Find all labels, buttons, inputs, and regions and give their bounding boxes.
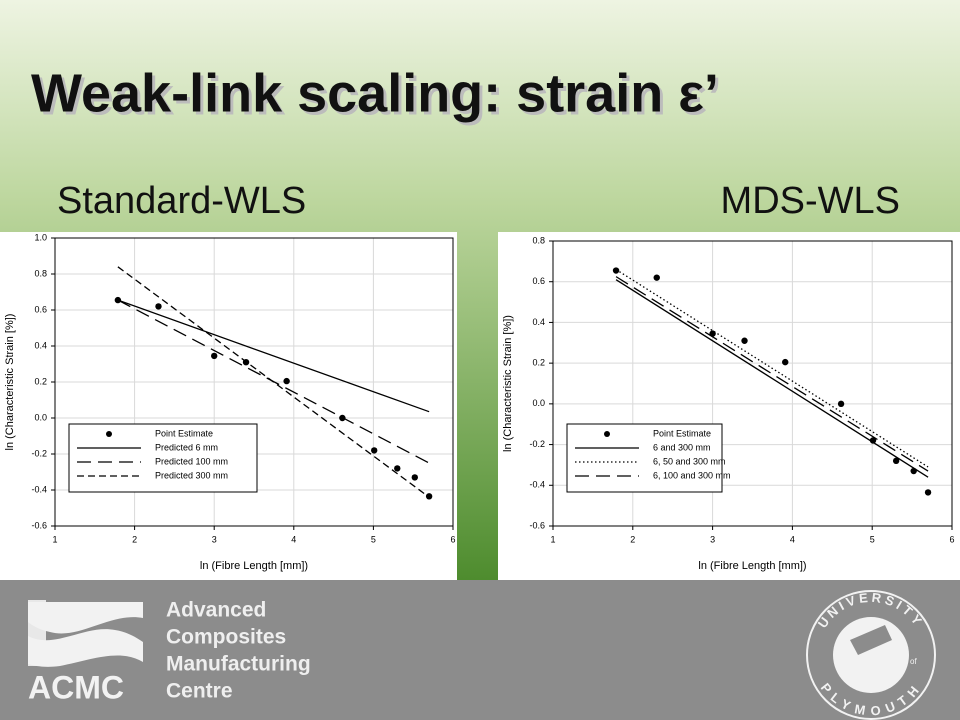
x-tick-label: 1: [550, 534, 555, 544]
y-tick-label: 0.6: [34, 304, 47, 314]
x-tick-label: 6: [949, 534, 954, 544]
subtitle: MDS-WLS: [721, 180, 900, 222]
legend-label: Predicted 100 mm: [155, 456, 228, 466]
x-tick-label: 2: [630, 534, 635, 544]
data-point: [370, 447, 378, 454]
fit-line: [615, 279, 929, 478]
y-tick-label: 0.0: [532, 398, 545, 408]
data-point: [155, 303, 162, 310]
x-axis-label: ln (Fibre Length [mm]): [200, 560, 308, 572]
data-point: [741, 337, 748, 344]
data-point: [394, 465, 401, 472]
y-tick-label: 0.2: [34, 376, 47, 386]
legend-label: Predicted 6 mm: [155, 442, 218, 452]
centre-name: Centre: [166, 680, 233, 703]
y-tick-label: -0.4: [31, 484, 47, 494]
data-point: [612, 267, 620, 274]
data-point: [653, 274, 660, 281]
y-tick-label: 0.4: [34, 340, 47, 350]
data-point: [211, 352, 218, 360]
data-point: [425, 493, 433, 500]
footer-band: [0, 580, 960, 720]
x-tick-label: 5: [371, 534, 376, 544]
fit-line: [117, 266, 430, 498]
legend-symbol: [604, 431, 610, 437]
fit-line: [117, 299, 430, 413]
legend-box: [566, 423, 723, 493]
y-tick-label: -0.4: [529, 480, 545, 490]
data-point: [869, 437, 877, 444]
fit-line: [615, 268, 929, 468]
y-tick-label: 1.0: [34, 232, 47, 242]
y-axis-label: ln (Characteristic Strain [%]): [4, 314, 16, 451]
x-tick-label: 4: [790, 534, 795, 544]
university-of: of: [910, 657, 917, 666]
plot-frame: [552, 240, 953, 527]
y-tick-label: -0.2: [31, 448, 47, 458]
legend-label: 6, 50 and 300 mm: [653, 456, 726, 466]
y-tick-label: -0.2: [529, 439, 545, 449]
legend-box: [68, 423, 258, 493]
y-tick-label: -0.6: [31, 520, 47, 530]
x-tick-label: 6: [450, 534, 455, 544]
legend-label: 6 and 300 mm: [653, 442, 711, 452]
x-tick-label: 4: [291, 534, 296, 544]
title-shadow: Weak-link scaling: strain ε’: [34, 66, 722, 126]
x-tick-label: 3: [212, 534, 217, 544]
y-tick-label: 0.0: [34, 412, 47, 422]
y-tick-label: 0.6: [532, 276, 545, 286]
y-tick-label: 0.4: [532, 317, 545, 327]
y-axis-label: ln (Characteristic Strain [%]): [502, 315, 514, 452]
data-point: [114, 296, 122, 304]
subtitle: Standard-WLS: [57, 180, 306, 222]
data-point: [924, 489, 932, 496]
chart-panel: [0, 232, 457, 580]
logo-acronym: ACMC: [28, 669, 124, 705]
legend-label: 6, 100 and 300 mm: [653, 470, 731, 480]
y-tick-label: 0.8: [532, 235, 545, 245]
acmc-logo: ACMC: [28, 600, 143, 705]
centre-name: Advanced: [166, 599, 266, 622]
slide-title: Weak-link scaling: strain ε’: [31, 63, 719, 123]
x-tick-label: 5: [870, 534, 875, 544]
data-point: [892, 457, 900, 465]
centre-name: Manufacturing: [166, 653, 311, 676]
x-tick-label: 2: [132, 534, 137, 544]
y-tick-label: -0.6: [529, 520, 545, 530]
legend-symbol: [106, 431, 112, 437]
x-tick-label: 3: [710, 534, 715, 544]
chart-panel: [498, 232, 960, 580]
legend-label: Point Estimate: [653, 428, 711, 438]
data-point: [837, 400, 845, 408]
centre-name: Composites: [166, 626, 286, 649]
legend-label: Point Estimate: [155, 428, 213, 438]
legend-label: Predicted 300 mm: [155, 470, 228, 480]
data-point: [411, 474, 418, 481]
y-tick-label: 0.2: [532, 358, 545, 368]
fit-line: [615, 276, 929, 472]
x-axis-label: ln (Fibre Length [mm]): [698, 560, 806, 572]
x-tick-label: 1: [52, 534, 57, 544]
y-tick-label: 0.8: [34, 268, 47, 278]
data-point: [782, 358, 789, 366]
data-point: [283, 377, 290, 385]
plot-frame: [54, 237, 454, 527]
